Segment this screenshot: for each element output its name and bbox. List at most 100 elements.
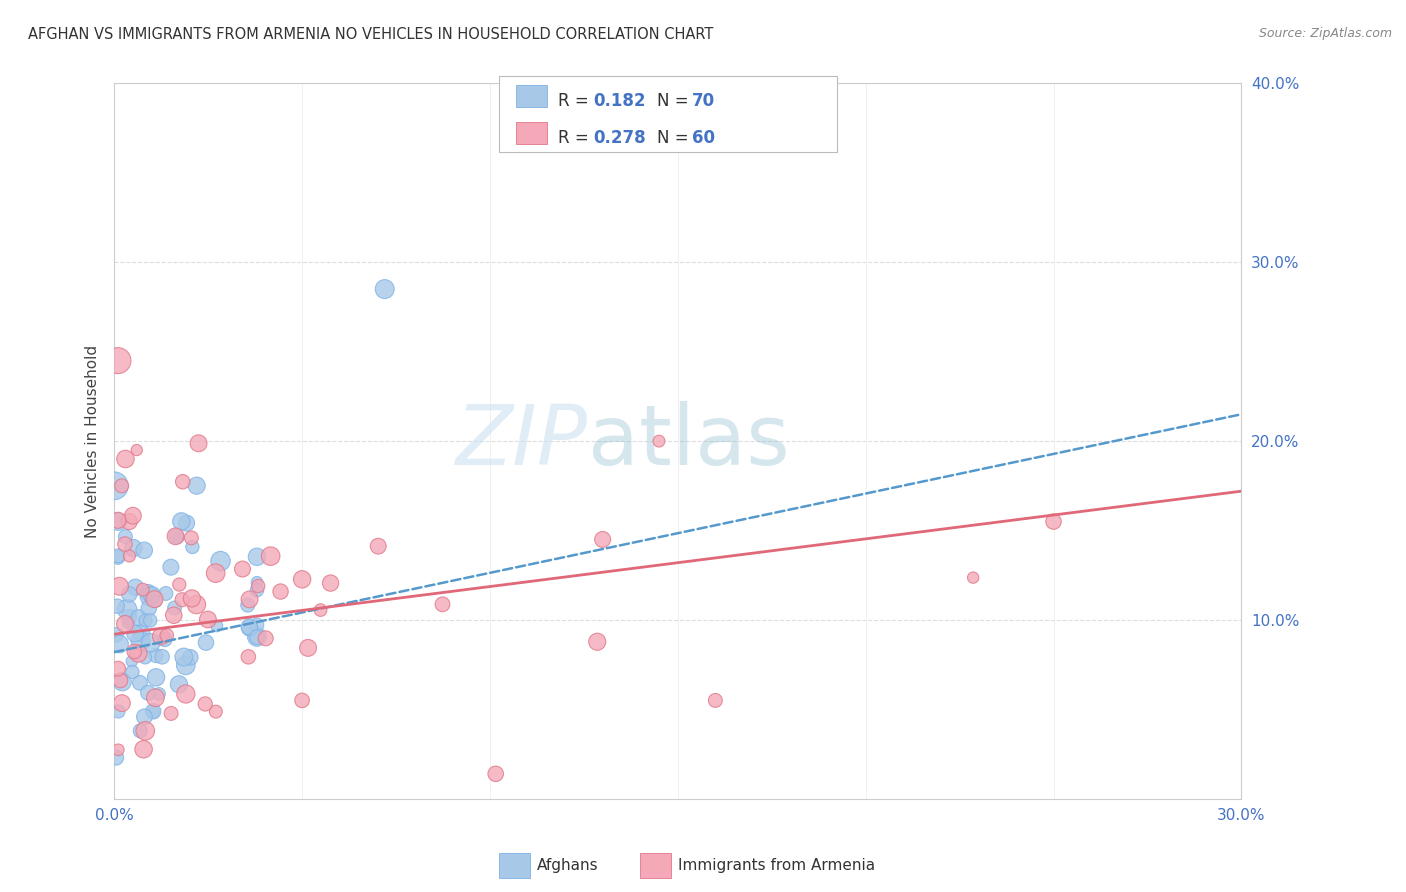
Point [145,648,167,663]
Point [170,515,193,529]
Point [145,594,167,608]
Point [238,592,260,607]
Point [105,628,128,642]
Point [174,687,197,701]
Point [231,562,253,576]
Text: N =: N = [657,92,693,110]
Text: Source: ZipAtlas.com: Source: ZipAtlas.com [1258,27,1392,40]
Point [291,572,314,586]
Point [205,705,228,719]
Point [167,677,190,691]
Point [246,630,269,644]
Point [138,590,160,604]
Point [246,618,269,632]
Point [148,687,170,701]
Point [962,571,984,585]
Text: 70: 70 [692,92,714,110]
Point [134,543,156,558]
Point [174,658,197,673]
Point [124,580,146,594]
Point [134,614,156,628]
Point [121,654,143,668]
Point [432,598,454,612]
Point [114,452,136,467]
Point [107,550,129,565]
Point [111,696,134,710]
Text: 60: 60 [692,129,714,147]
Point [122,644,145,658]
Point [166,529,188,543]
Point [239,621,262,635]
Point [129,626,152,640]
Point [118,587,141,601]
Point [125,443,148,458]
Point [145,670,167,684]
Point [153,632,176,647]
Text: R =: R = [558,129,595,147]
Point [114,530,136,544]
Point [181,540,204,554]
Point [197,612,219,626]
Point [704,693,727,707]
Point [160,560,183,574]
Point [156,628,179,642]
Point [128,610,150,624]
Point [169,577,191,591]
Point [107,513,129,527]
Point [648,434,671,449]
Point [114,617,136,632]
Point [247,579,270,593]
Point [108,637,131,651]
Point [138,601,160,615]
Point [105,599,128,614]
Point [173,650,195,665]
Point [176,516,198,530]
Point [209,554,232,568]
Point [592,533,614,547]
Point [127,647,149,661]
Point [141,588,163,602]
Point [165,529,187,543]
Point [134,723,156,738]
Point [259,549,281,563]
Text: Afghans: Afghans [537,858,599,872]
Point [186,598,208,612]
Point [246,630,269,644]
Point [107,549,129,563]
Point [115,602,138,616]
Point [139,636,162,650]
Point [180,591,202,606]
Point [1042,515,1064,529]
Point [194,697,217,711]
Text: Immigrants from Armenia: Immigrants from Armenia [678,858,875,872]
Point [105,750,128,764]
Text: 0.278: 0.278 [593,129,645,147]
Point [172,475,194,489]
Point [187,436,209,450]
Point [134,650,156,665]
Point [246,575,269,590]
Point [107,353,129,368]
Point [111,479,134,493]
Point [205,619,228,633]
Point [238,649,260,664]
Point [186,478,208,492]
Point [149,629,172,643]
Point [150,649,173,664]
Point [107,662,129,676]
Point [128,675,150,690]
Point [367,539,389,553]
Point [246,549,269,564]
Point [254,632,277,646]
Point [291,693,314,707]
Point [163,608,186,623]
Point [238,620,260,634]
Point [129,634,152,648]
Point [122,508,145,523]
Point [485,767,508,781]
Point [118,549,141,563]
Point [124,626,146,640]
Point [121,665,143,679]
Point [319,576,342,591]
Point [194,635,217,649]
